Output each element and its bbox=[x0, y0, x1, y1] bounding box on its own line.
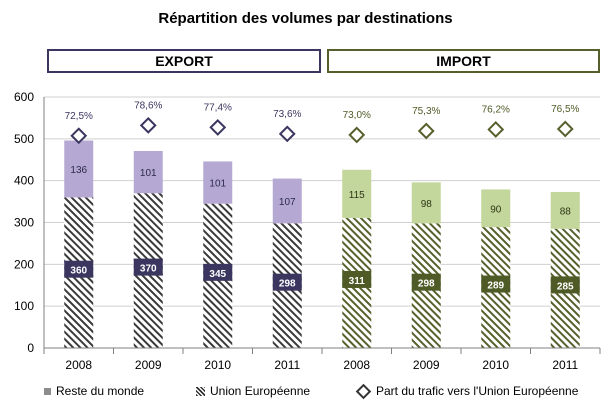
rest-value-label: 101 bbox=[140, 168, 157, 179]
share-value-label: 72,5% bbox=[65, 111, 93, 122]
x-tick-label: 2010 bbox=[482, 358, 509, 372]
eu-value-label-bg bbox=[550, 276, 580, 294]
eu-value-label: 298 bbox=[279, 279, 296, 290]
eu-value-label-bg bbox=[64, 260, 94, 278]
legend-swatch-rest bbox=[44, 387, 51, 395]
x-tick-label: 2010 bbox=[204, 358, 231, 372]
share-value-label: 73,0% bbox=[343, 110, 371, 121]
rest-value-label: 115 bbox=[349, 190, 365, 201]
y-tick-label: 600 bbox=[14, 90, 34, 104]
bar-reste-du-monde bbox=[64, 140, 94, 198]
bar-reste-du-monde bbox=[481, 189, 511, 228]
legend-item-eu: Union Européenne bbox=[196, 384, 310, 398]
eu-value-label-bg bbox=[133, 258, 163, 276]
share-diamond-marker bbox=[278, 125, 296, 143]
share-value-label: 77,4% bbox=[204, 102, 232, 113]
legend-item-rest: Reste du monde bbox=[44, 384, 144, 398]
x-tick-label: 2009 bbox=[413, 358, 440, 372]
legend-diamond-icon bbox=[355, 383, 372, 399]
x-tick-label: 2011 bbox=[274, 358, 300, 372]
share-diamond-marker bbox=[348, 126, 366, 144]
eu-value-label: 370 bbox=[140, 264, 157, 275]
eu-value-label: 311 bbox=[349, 276, 366, 287]
legend-item-share: Part du trafic vers l'Union Européenne bbox=[355, 383, 579, 399]
chart-title: Répartition des volumes par destinations bbox=[158, 10, 453, 27]
eu-value-label-bg bbox=[272, 273, 302, 291]
rest-value-label: 136 bbox=[70, 165, 87, 176]
export-group-label: EXPORT bbox=[47, 49, 321, 73]
legend-label-share: Part du trafic vers l'Union Européenne bbox=[376, 384, 579, 398]
share-value-label: 78,6% bbox=[134, 100, 162, 111]
eu-value-label-bg bbox=[481, 275, 511, 293]
share-diamond-marker bbox=[70, 127, 88, 145]
share-value-label: 75,3% bbox=[412, 106, 440, 117]
y-tick-label: 200 bbox=[14, 257, 34, 271]
rest-value-label: 107 bbox=[279, 197, 296, 208]
bar-reste-du-monde bbox=[550, 191, 580, 229]
legend-label-eu: Union Européenne bbox=[210, 384, 311, 398]
legend-swatch-eu bbox=[196, 386, 205, 396]
x-tick-label: 2008 bbox=[343, 358, 370, 372]
eu-value-label: 345 bbox=[209, 269, 226, 280]
share-diamond-marker bbox=[209, 119, 227, 136]
x-tick-label: 2009 bbox=[135, 358, 162, 372]
eu-value-label-bg bbox=[411, 273, 441, 291]
y-tick-label: 500 bbox=[14, 132, 34, 146]
bar-reste-du-monde bbox=[411, 182, 441, 224]
share-diamond-marker bbox=[139, 116, 157, 134]
legend-label-rest: Reste du monde bbox=[56, 384, 145, 398]
share-value-label: 76,5% bbox=[551, 104, 579, 115]
eu-value-label: 289 bbox=[487, 281, 504, 292]
eu-value-label: 285 bbox=[557, 281, 574, 292]
y-tick-label: 400 bbox=[14, 174, 34, 188]
y-tick-label: 100 bbox=[14, 299, 34, 313]
rest-value-label: 98 bbox=[421, 199, 433, 210]
eu-value-label-bg bbox=[203, 263, 233, 281]
y-tick-label: 300 bbox=[14, 216, 34, 230]
share-diamond-marker bbox=[556, 120, 574, 138]
share-diamond-marker bbox=[487, 121, 505, 138]
x-tick-label: 2011 bbox=[552, 358, 578, 372]
rest-value-label: 90 bbox=[490, 204, 502, 215]
rest-value-label: 88 bbox=[560, 206, 572, 217]
bar-reste-du-monde bbox=[342, 169, 372, 218]
bar-reste-du-monde bbox=[133, 150, 163, 194]
y-tick-label: 0 bbox=[27, 341, 34, 355]
rest-value-label: 101 bbox=[209, 179, 226, 190]
share-diamond-marker bbox=[417, 122, 435, 140]
bar-reste-du-monde bbox=[272, 178, 302, 224]
import-group-label: IMPORT bbox=[327, 49, 600, 73]
bar-reste-du-monde bbox=[203, 161, 233, 204]
share-value-label: 73,6% bbox=[273, 109, 301, 120]
eu-value-label: 298 bbox=[418, 279, 435, 290]
eu-value-label: 360 bbox=[70, 266, 87, 277]
eu-value-label-bg bbox=[342, 270, 372, 288]
share-value-label: 76,2% bbox=[482, 104, 510, 115]
x-tick-label: 2008 bbox=[65, 358, 92, 372]
